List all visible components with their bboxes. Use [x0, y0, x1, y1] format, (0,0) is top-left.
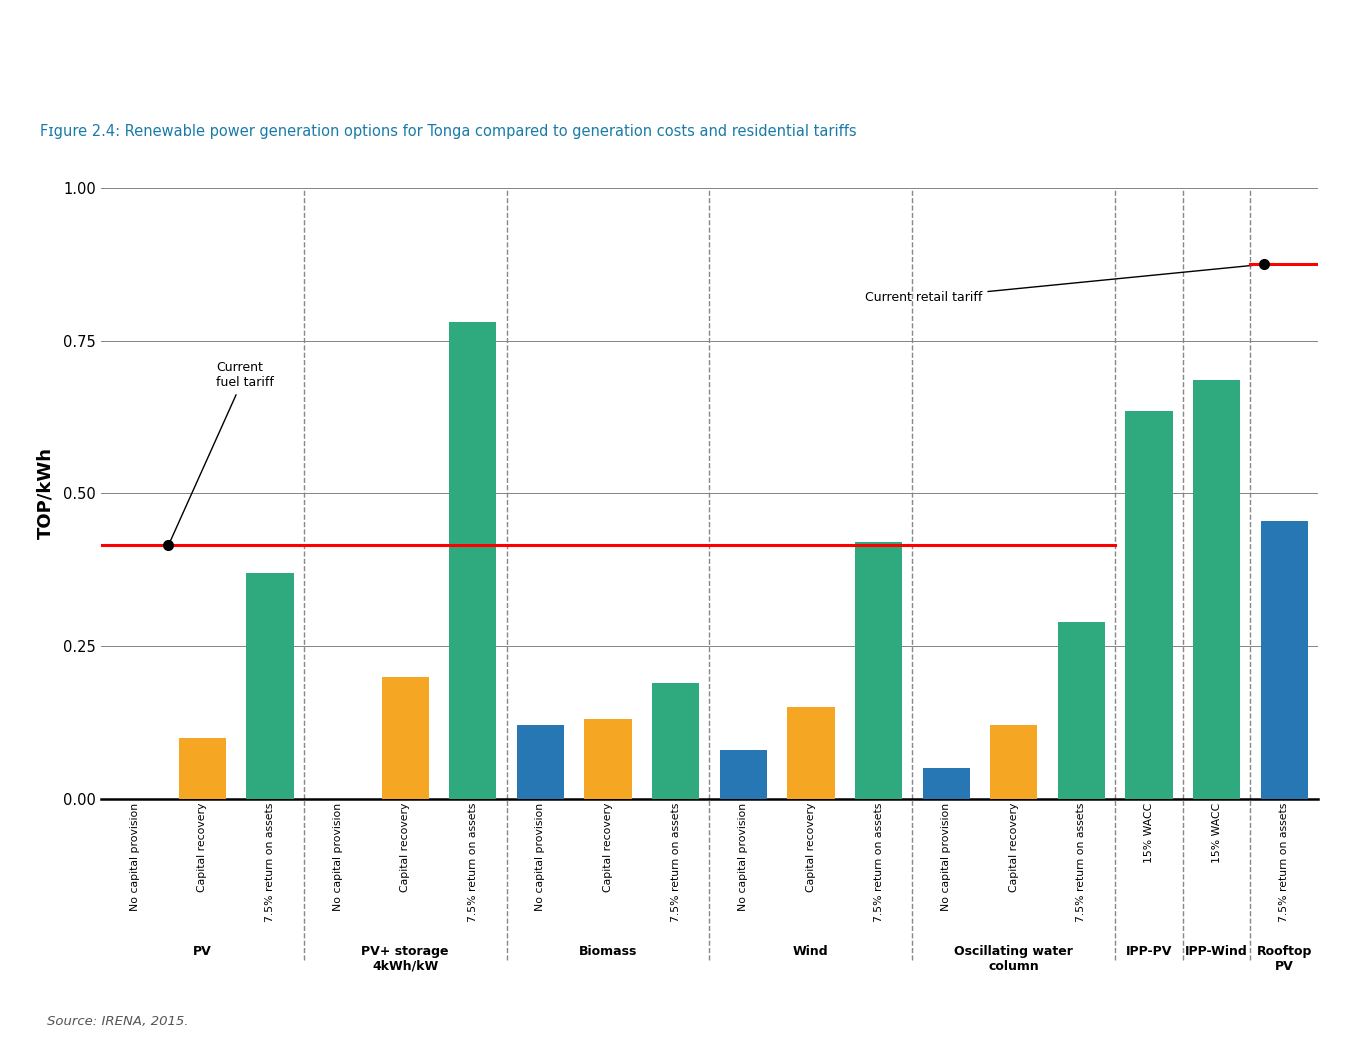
Bar: [16, 32, 32, 48]
Bar: [246, 573, 293, 799]
Bar: [923, 768, 970, 799]
Text: Rooftop
PV: Rooftop PV: [1256, 945, 1311, 973]
Bar: [652, 683, 699, 799]
Bar: [112, 799, 159, 810]
Text: IPP-PV: IPP-PV: [1126, 945, 1173, 957]
Bar: [16, 5, 32, 21]
Bar: [516, 726, 564, 799]
Text: PV+ storage
4kWh/kW: PV+ storage 4kWh/kW: [362, 945, 449, 973]
Bar: [40, 58, 56, 74]
Bar: [1260, 521, 1307, 799]
Y-axis label: TOP/kWh: TOP/kWh: [36, 447, 55, 540]
Text: PV: PV: [192, 945, 211, 957]
Text: Current
fuel tariff: Current fuel tariff: [169, 361, 274, 543]
Bar: [65, 5, 81, 21]
Text: Oscillating water
column: Oscillating water column: [955, 945, 1073, 973]
Bar: [1193, 380, 1240, 799]
Text: Biomass: Biomass: [578, 945, 638, 957]
Bar: [449, 323, 496, 799]
Text: Source: IRENA, 2015.: Source: IRENA, 2015.: [47, 1016, 188, 1028]
Text: IPP-Wind: IPP-Wind: [1185, 945, 1248, 957]
Bar: [990, 726, 1037, 799]
Bar: [65, 32, 81, 48]
Bar: [1057, 621, 1106, 799]
Bar: [40, 32, 56, 48]
Text: Fɪgure 2.4: Renewable power generation options for Tonga compared to generation : Fɪgure 2.4: Renewable power generation o…: [40, 124, 857, 139]
Bar: [16, 58, 32, 74]
Bar: [787, 707, 835, 799]
Bar: [382, 677, 429, 799]
Bar: [855, 542, 902, 799]
Bar: [40, 5, 56, 21]
Bar: [584, 719, 632, 799]
Text: Wind: Wind: [794, 945, 829, 957]
Bar: [313, 799, 362, 810]
Text: RENEWABLE POWER GENERATION COSTS IN 2014: RENEWABLE POWER GENERATION COSTS IN 2014: [97, 34, 674, 54]
Bar: [179, 737, 226, 799]
Text: Current retail tariff: Current retail tariff: [865, 264, 1262, 305]
Bar: [1126, 411, 1173, 799]
Bar: [720, 750, 767, 799]
